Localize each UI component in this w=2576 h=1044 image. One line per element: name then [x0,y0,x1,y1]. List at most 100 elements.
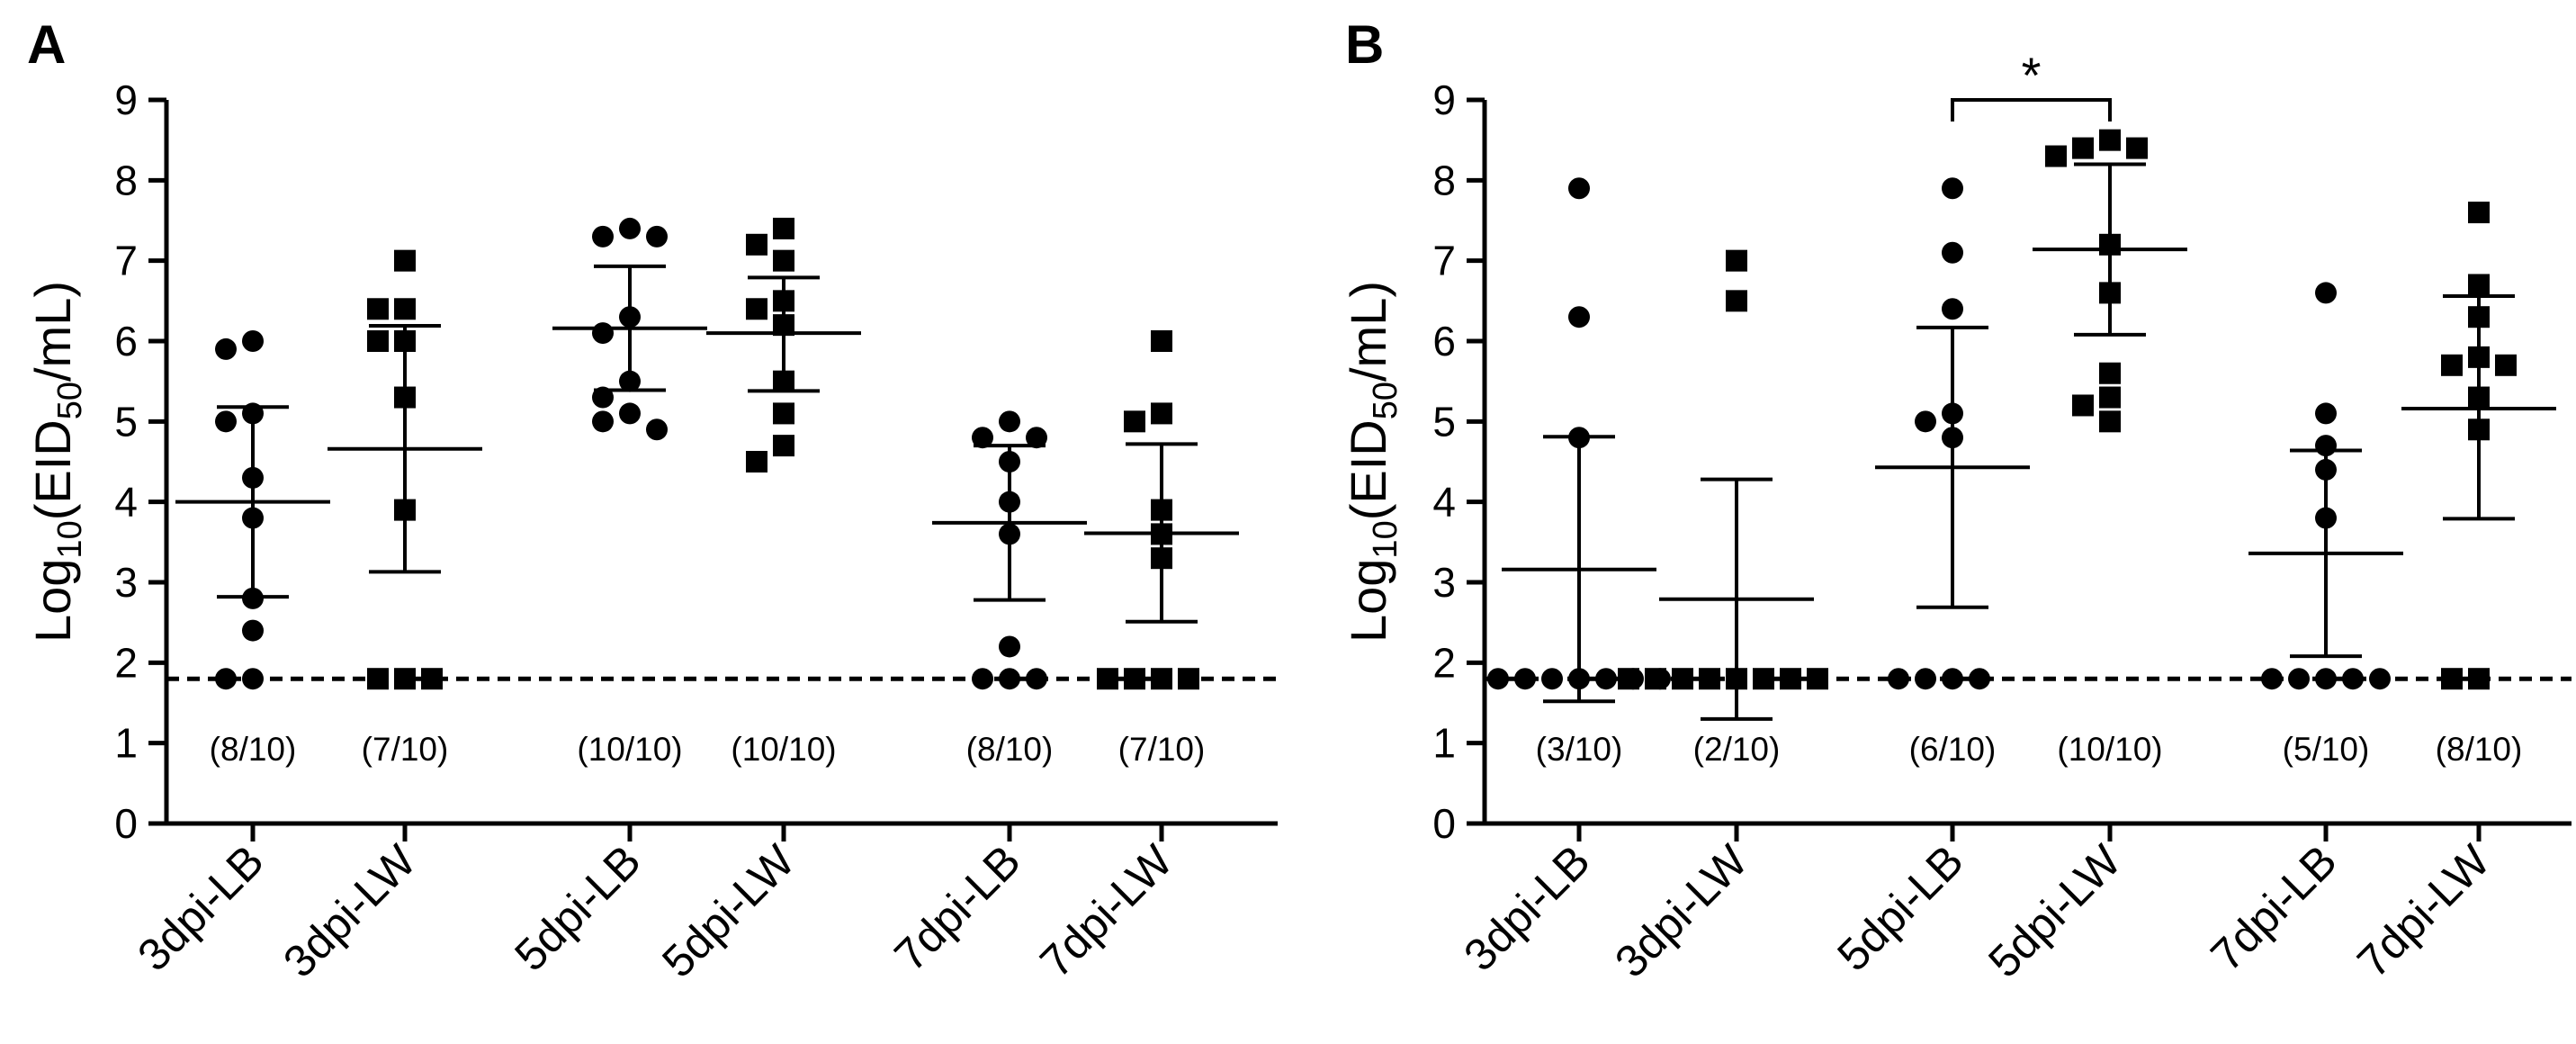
panel-a: A0123456789Log10(EID50/mL)3dpi-LB(8/10)3… [24,14,1278,987]
data-point-square [2468,668,2490,690]
data-point-square [773,435,794,457]
positive-count-label: (7/10) [1118,731,1206,768]
positive-count-label: (2/10) [1693,731,1781,768]
panel-letter: A [27,14,66,75]
data-point-circle [972,668,993,690]
x-category-label: 3dpi-LW [274,835,426,987]
group-5dpi-lb: 5dpi-LB (6/10) [1827,177,2030,981]
y-tick-label: 3 [114,559,138,606]
y-tick-label: 7 [114,238,138,284]
data-point-circle [242,668,264,690]
data-point-circle [1568,306,1590,328]
data-point-circle [972,427,993,449]
x-category-label: 3dpi-LB [1454,835,1599,980]
data-point-square [2099,410,2121,433]
y-axis-label-part: 10 [1367,520,1405,558]
data-point-square [1645,668,1666,690]
y-tick-label: 4 [114,479,138,526]
x-category-label: 7dpi-LW [2347,835,2500,987]
data-point-circle [242,330,264,352]
panel-letter: B [1345,14,1384,75]
y-axis-label: Log10(EID50/mL) [24,281,89,643]
data-point-square [1726,249,1747,272]
y-axis-label-part: 50 [51,382,89,419]
data-point-circle [2315,282,2337,304]
y-axis-label-part: (EID [24,419,81,520]
data-point-square [2072,394,2094,417]
y-tick-label: 1 [1432,720,1456,767]
y-tick-label: 1 [114,720,138,767]
positive-count-label: (10/10) [577,731,682,768]
y-tick-label: 0 [1432,800,1456,847]
x-category-label: 7dpi-LW [1030,835,1182,987]
positive-count-label: (6/10) [1909,731,1997,768]
data-point-circle [1026,668,1047,690]
x-category-label: 3dpi-LW [1605,835,1757,987]
data-point-circle [2315,402,2337,425]
data-point-circle [646,225,668,248]
y-tick-label: 2 [1432,639,1456,686]
data-point-circle [1942,241,1963,264]
significance-star: * [2022,47,2042,104]
x-category-label: 5dpi-LW [1979,835,2131,987]
data-point-circle [592,225,614,248]
data-point-square [2045,145,2067,167]
y-tick-label: 2 [114,639,138,686]
x-category-label: 7dpi-LB [2201,835,2346,980]
data-point-square [1151,668,1172,690]
significance-bracket [1951,98,2112,122]
data-point-square [2441,354,2463,376]
positive-count-label: (8/10) [2436,731,2523,768]
data-point-square [773,249,794,272]
y-tick-label: 5 [1432,398,1456,445]
data-point-square [367,668,389,690]
data-point-circle [1514,668,1536,690]
data-point-square [2495,354,2517,376]
positive-count-label: (8/10) [966,731,1054,768]
data-point-circle [1541,668,1563,690]
data-point-circle [1942,177,1963,200]
data-point-circle [592,386,614,409]
y-tick-label: 5 [114,398,138,445]
positive-count-label: (10/10) [731,731,836,768]
y-axis-label-part: Log [1340,559,1396,643]
positive-count-label: (3/10) [1536,731,1623,768]
data-point-circle [999,668,1020,690]
data-point-circle [215,410,237,433]
data-point-circle [215,668,237,690]
data-point-circle [592,322,614,345]
data-point-circle [1026,427,1047,449]
data-point-square [367,330,389,352]
y-axis-label-part: /mL) [24,281,81,382]
data-point-square [1124,410,1145,433]
positive-count-label: (5/10) [2283,731,2370,768]
x-category-label: 5dpi-LB [1827,835,1972,980]
group-7dpi-lw: 7dpi-LW (8/10) [2347,202,2556,987]
data-point-circle [2315,668,2337,690]
data-point-square [746,298,767,320]
group-7dpi-lb: 7dpi-LB (8/10) [884,410,1087,981]
data-point-square [2441,668,2463,690]
data-point-circle [242,619,264,642]
data-point-circle [1915,668,1936,690]
data-point-circle [619,217,641,239]
y-axis-label-part: 10 [51,520,89,558]
positive-count-label: (10/10) [2057,731,2162,768]
data-point-circle [1942,298,1963,320]
data-point-circle [1942,668,1963,690]
data-point-square [2468,274,2490,296]
x-category-label: 3dpi-LB [128,835,273,980]
data-point-circle [1915,410,1936,433]
data-point-circle [215,338,237,360]
data-point-square [2072,137,2094,159]
positive-count-label: (7/10) [362,731,449,768]
group-5dpi-lb: 5dpi-LB (10/10) [505,217,707,981]
data-point-square [1726,290,1747,312]
y-axis-label-part: 50 [1367,382,1405,419]
data-point-square [773,402,794,425]
data-point-circle [592,410,614,433]
data-point-circle [2288,668,2310,690]
data-point-square [1178,668,1199,690]
y-tick-label: 4 [1432,479,1456,526]
